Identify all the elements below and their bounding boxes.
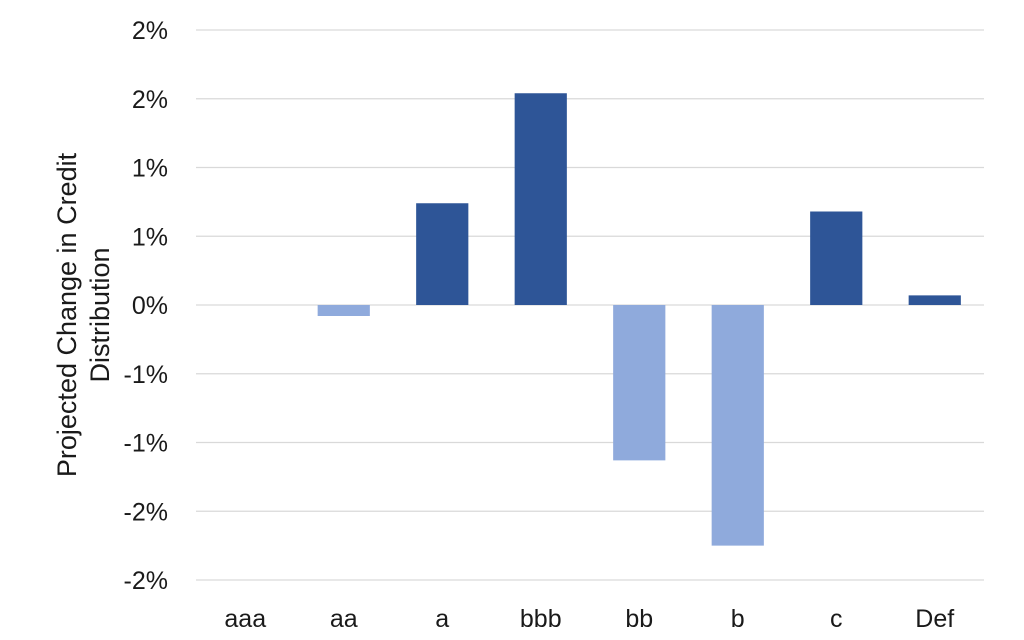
x-tick-label: aaa bbox=[224, 605, 266, 633]
y-tick-label: 2% bbox=[132, 17, 168, 45]
bar-aa bbox=[317, 305, 370, 316]
y-tick-label: 0% bbox=[132, 292, 168, 320]
y-tick-label: -2% bbox=[124, 567, 168, 595]
bar-a bbox=[416, 203, 469, 305]
bar-Def bbox=[908, 295, 961, 305]
bar-bbb bbox=[514, 93, 567, 305]
x-tick-label: a bbox=[435, 605, 449, 633]
y-tick-label: -2% bbox=[124, 498, 168, 526]
bar-bb bbox=[613, 305, 666, 461]
x-tick-label: b bbox=[731, 605, 745, 633]
y-tick-label: -1% bbox=[124, 430, 168, 458]
x-tick-label: bbb bbox=[520, 605, 562, 633]
x-tick-label: c bbox=[830, 605, 843, 633]
x-tick-label: bb bbox=[625, 605, 653, 633]
y-tick-label: 1% bbox=[132, 223, 168, 251]
bars bbox=[317, 93, 961, 546]
x-tick-label: Def bbox=[915, 605, 954, 633]
x-tick-label: aa bbox=[330, 605, 358, 633]
y-tick-label: -1% bbox=[124, 361, 168, 389]
bar-b bbox=[711, 305, 764, 546]
y-axis-title-line: Distribution bbox=[85, 247, 115, 382]
x-axis-tick-labels: aaa aa a bbb bb b c Def bbox=[224, 605, 954, 633]
y-axis-title-line: Projected Change in Credit bbox=[52, 152, 82, 477]
y-tick-label: 2% bbox=[132, 86, 168, 114]
y-tick-label: 1% bbox=[132, 155, 168, 183]
y-axis-tick-labels: 2% 2% 1% 1% 0% -1% -1% -2% -2% bbox=[124, 17, 168, 595]
y-axis-title: Projected Change in Credit Distribution bbox=[52, 152, 115, 477]
bar-c bbox=[810, 211, 863, 305]
gridlines bbox=[196, 29, 984, 581]
